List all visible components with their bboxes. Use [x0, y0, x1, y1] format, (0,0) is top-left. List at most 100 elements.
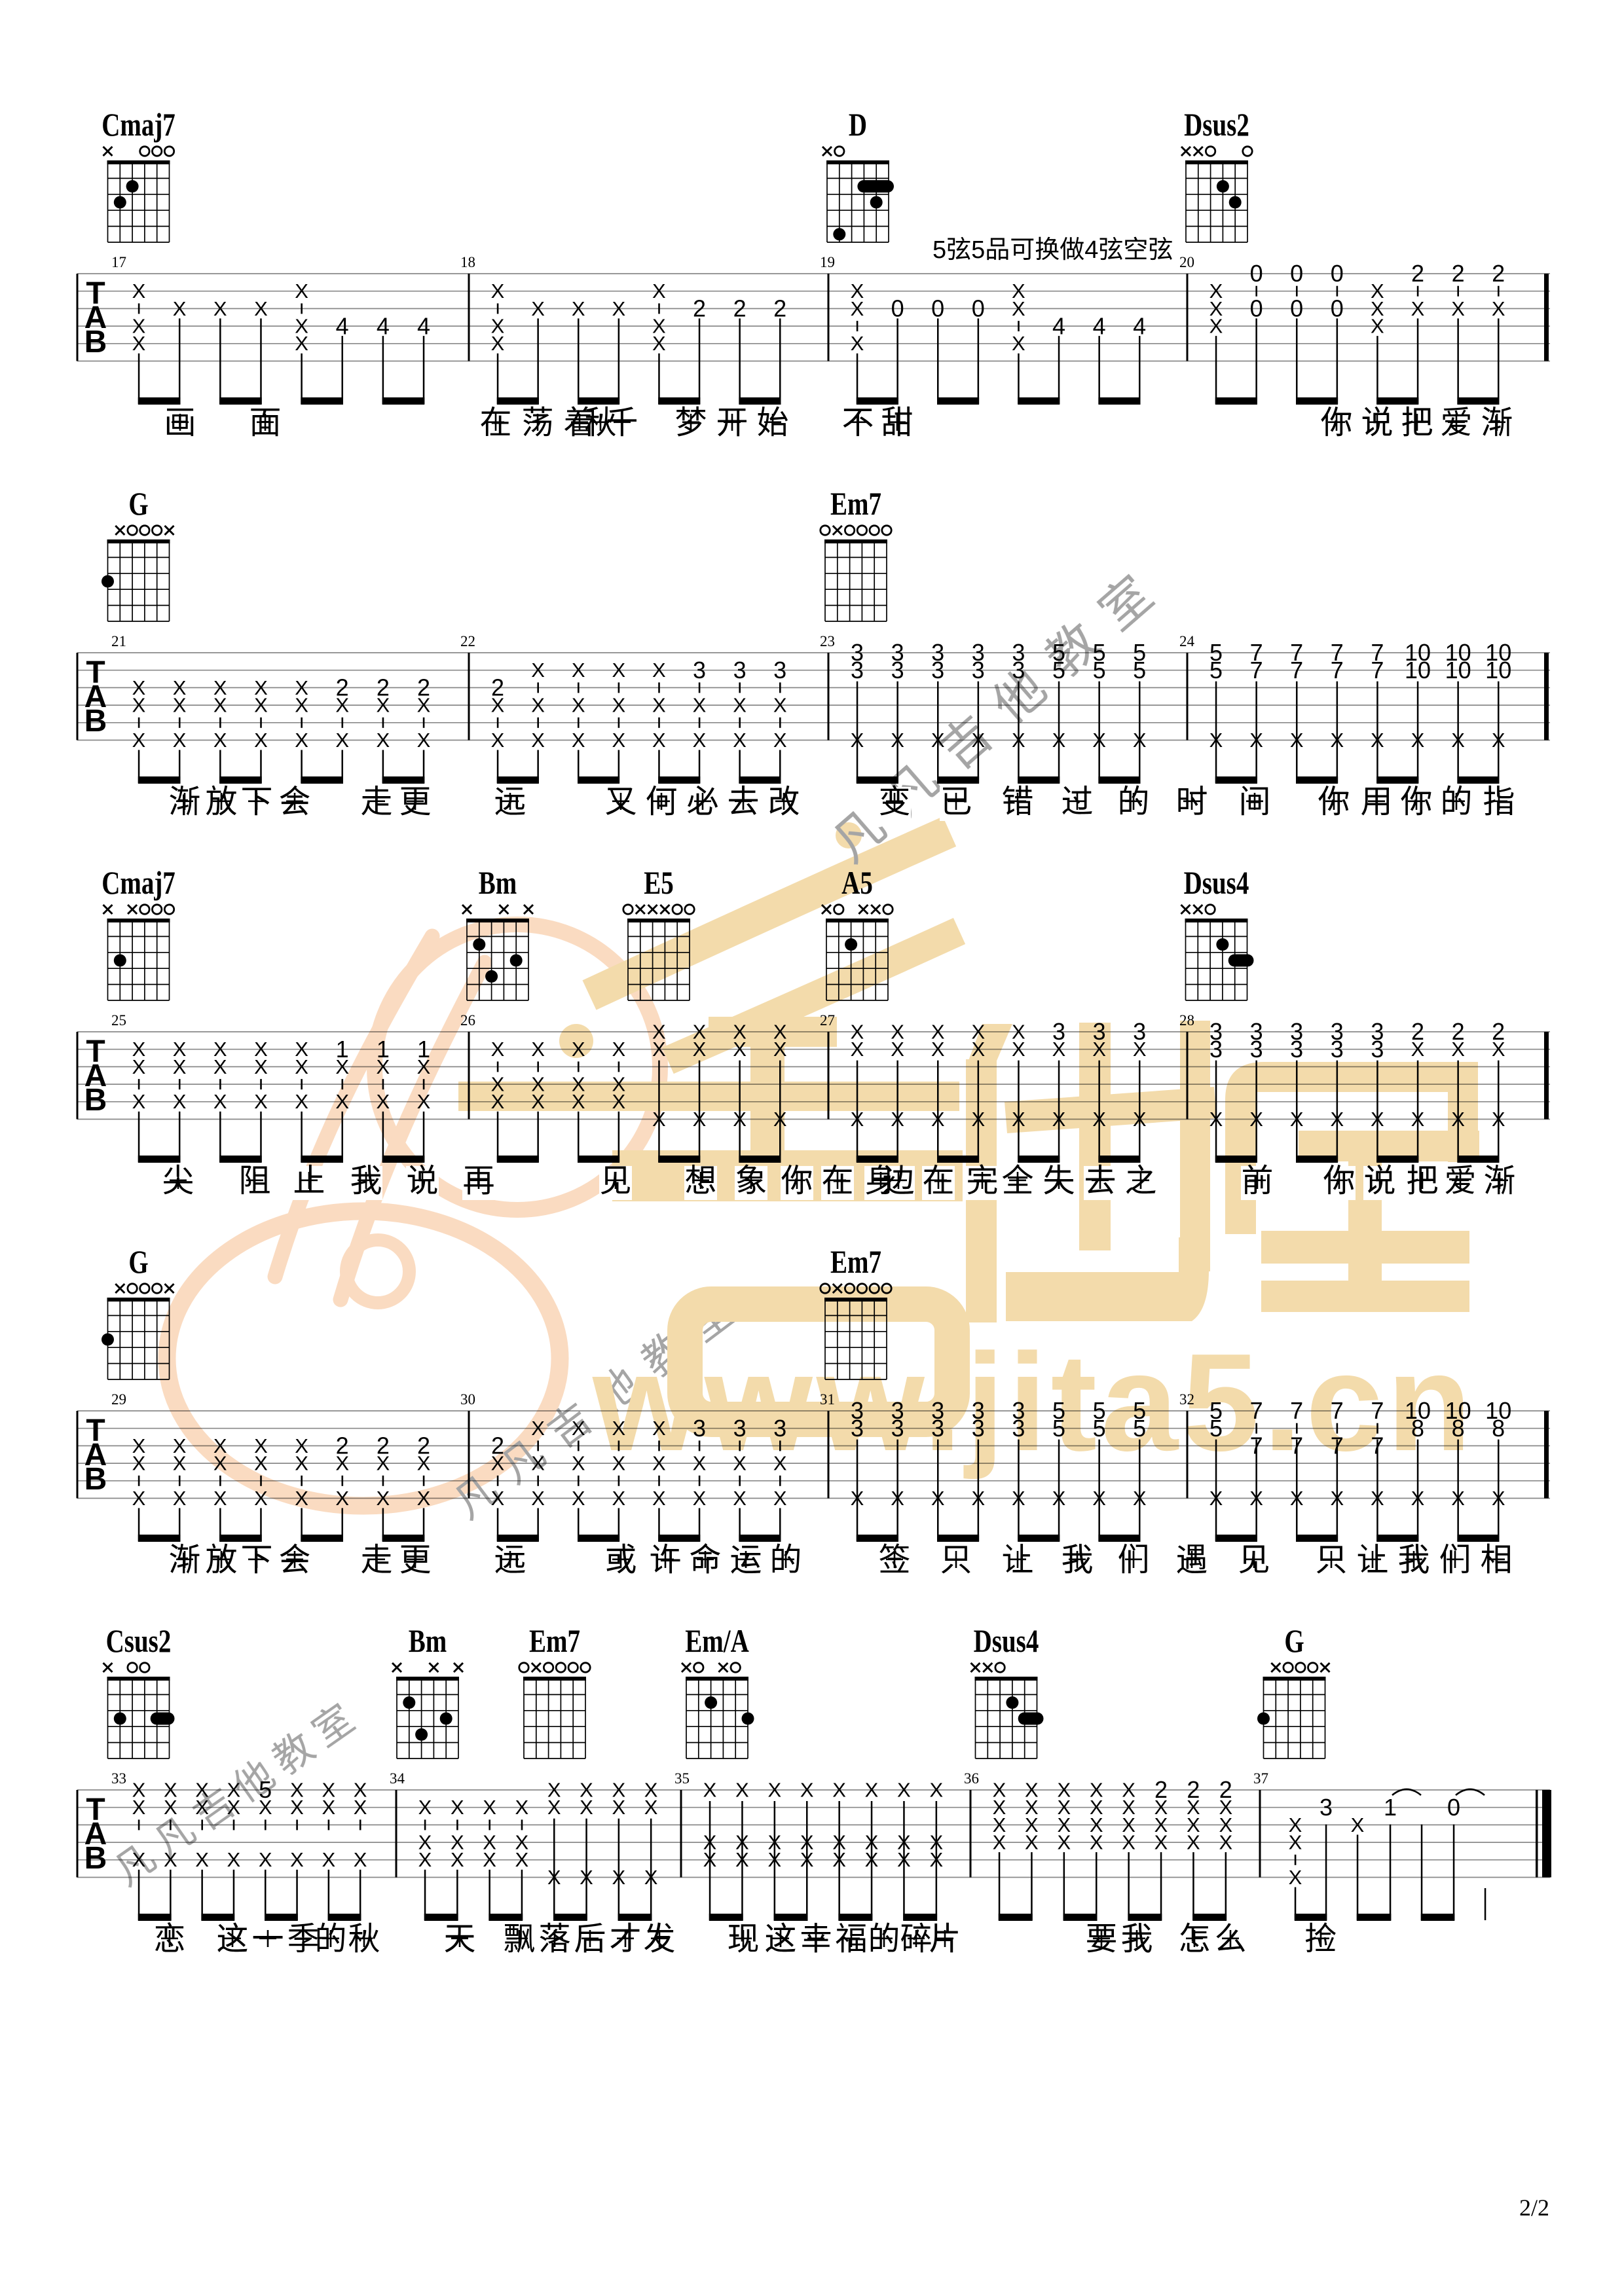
- svg-text:B: B: [84, 325, 107, 359]
- svg-text:X: X: [865, 1778, 879, 1801]
- svg-text:X: X: [851, 297, 864, 320]
- svg-text:X: X: [891, 1038, 904, 1061]
- svg-text:0: 0: [1250, 260, 1263, 287]
- svg-text:2: 2: [491, 674, 504, 701]
- svg-text:3: 3: [1331, 1018, 1344, 1045]
- svg-text:X: X: [1411, 297, 1425, 320]
- svg-text:X: X: [132, 1038, 146, 1061]
- svg-text:X: X: [1090, 1796, 1103, 1819]
- svg-text:X: X: [173, 1434, 187, 1457]
- svg-text:5: 5: [1133, 639, 1146, 666]
- svg-text:X: X: [295, 1452, 308, 1475]
- svg-text:3: 3: [931, 657, 944, 683]
- svg-text:X: X: [1012, 332, 1025, 355]
- svg-text:5: 5: [1093, 639, 1106, 666]
- svg-text:37: 37: [1253, 1770, 1268, 1787]
- svg-text:T: T: [86, 655, 105, 690]
- svg-text:X: X: [572, 297, 585, 320]
- svg-text:X: X: [173, 1487, 187, 1510]
- svg-text:X: X: [1187, 1796, 1200, 1819]
- svg-text:X: X: [1154, 1796, 1168, 1819]
- svg-text:3: 3: [1012, 1415, 1025, 1442]
- svg-text:3: 3: [1371, 1018, 1384, 1045]
- svg-text:X: X: [693, 1487, 707, 1510]
- svg-text:X: X: [931, 1020, 945, 1043]
- svg-text:X: X: [213, 297, 227, 320]
- svg-text:X: X: [295, 332, 308, 355]
- svg-text:X: X: [451, 1831, 464, 1854]
- svg-text:X: X: [491, 694, 505, 717]
- svg-text:X: X: [290, 1848, 304, 1871]
- svg-text:0: 0: [1447, 1794, 1460, 1821]
- svg-text:X: X: [612, 1487, 625, 1510]
- svg-text:18: 18: [460, 254, 475, 270]
- svg-text:X: X: [993, 1813, 1006, 1836]
- svg-text:3: 3: [1012, 1397, 1025, 1424]
- svg-text:X: X: [132, 1452, 146, 1475]
- svg-text:X: X: [1451, 1038, 1465, 1061]
- svg-text:X: X: [929, 1778, 943, 1801]
- svg-text:X: X: [1492, 1038, 1505, 1061]
- svg-text:X: X: [1012, 297, 1025, 320]
- svg-text:X: X: [733, 1487, 747, 1510]
- svg-text:X: X: [322, 1778, 335, 1801]
- svg-text:X: X: [612, 1796, 625, 1819]
- svg-text:Dsus4: Dsus4: [1184, 864, 1249, 901]
- svg-text:2: 2: [336, 1432, 349, 1459]
- svg-text:X: X: [295, 1038, 308, 1061]
- svg-text:7: 7: [1371, 1397, 1384, 1424]
- svg-text:X: X: [451, 1796, 464, 1819]
- svg-text:X: X: [418, 1831, 432, 1854]
- svg-text:X: X: [1187, 1813, 1200, 1836]
- svg-text:X: X: [1411, 1038, 1425, 1061]
- svg-text:X: X: [1090, 1778, 1103, 1801]
- svg-text:5: 5: [1133, 657, 1146, 683]
- svg-text:X: X: [612, 297, 625, 320]
- svg-text:X: X: [1012, 1020, 1025, 1043]
- svg-text:X: X: [572, 729, 585, 752]
- svg-text:T: T: [86, 1793, 105, 1827]
- svg-text:1: 1: [336, 1036, 349, 1063]
- svg-text:X: X: [652, 694, 666, 717]
- svg-text:5弦5品可换做4弦空弦: 5弦5品可换做4弦空弦: [932, 236, 1173, 264]
- svg-text:3: 3: [972, 1415, 985, 1442]
- svg-text:0: 0: [891, 295, 904, 322]
- svg-text:X: X: [531, 694, 545, 717]
- svg-text:X: X: [254, 297, 268, 320]
- svg-text:X: X: [195, 1778, 209, 1801]
- svg-text:X: X: [1371, 280, 1384, 302]
- svg-text:X: X: [1209, 315, 1223, 338]
- svg-text:1: 1: [417, 1036, 430, 1063]
- svg-text:10: 10: [1405, 639, 1431, 666]
- svg-text:X: X: [580, 1796, 593, 1819]
- svg-text:4: 4: [336, 312, 349, 339]
- svg-text:X: X: [652, 1417, 666, 1440]
- svg-text:3: 3: [693, 657, 706, 683]
- svg-text:X: X: [335, 729, 349, 752]
- svg-text:X: X: [773, 694, 787, 717]
- svg-text:0: 0: [1290, 295, 1303, 322]
- svg-text:X: X: [800, 1778, 814, 1801]
- svg-text:4: 4: [1093, 312, 1106, 339]
- svg-text:X: X: [213, 676, 227, 699]
- svg-text:32: 32: [1179, 1391, 1194, 1408]
- svg-text:X: X: [652, 729, 666, 752]
- svg-text:34: 34: [390, 1770, 405, 1787]
- svg-text:X: X: [644, 1778, 658, 1801]
- svg-text:19: 19: [820, 254, 835, 270]
- svg-text:X: X: [572, 1487, 585, 1510]
- svg-text:Cmaj7: Cmaj7: [101, 106, 175, 143]
- svg-text:X: X: [322, 1796, 335, 1819]
- svg-text:7: 7: [1290, 1397, 1303, 1424]
- svg-text:X: X: [132, 315, 146, 338]
- svg-text:X: X: [531, 1038, 545, 1061]
- svg-text:2: 2: [1452, 1018, 1465, 1045]
- svg-text:X: X: [132, 1778, 146, 1801]
- svg-text:D: D: [849, 106, 867, 143]
- svg-text:7: 7: [1331, 657, 1344, 683]
- svg-text:3: 3: [1250, 1036, 1263, 1063]
- svg-text:5: 5: [1093, 1397, 1106, 1424]
- svg-text:X: X: [773, 1452, 787, 1475]
- svg-text:33: 33: [111, 1770, 126, 1787]
- svg-text:2: 2: [377, 674, 390, 701]
